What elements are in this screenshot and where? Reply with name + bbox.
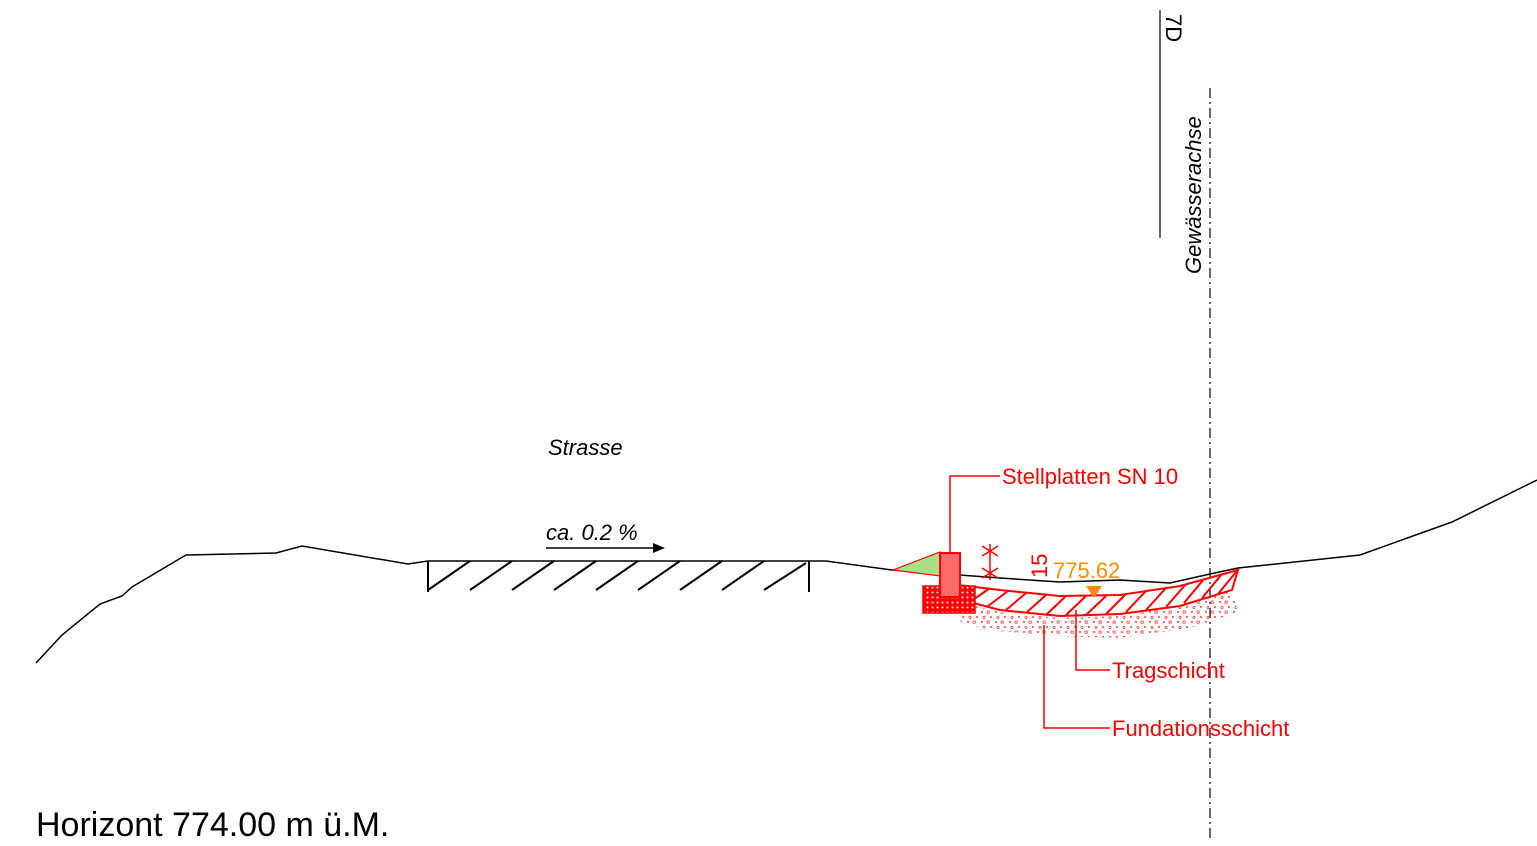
- curb-foundation: [922, 585, 976, 614]
- elevation-label: 775.62: [1053, 558, 1120, 583]
- base-layer-leader: [1075, 610, 1110, 671]
- elevation-triangle: [1086, 586, 1102, 598]
- horizon-label: Horizont 774.00 m ü.M.: [36, 806, 389, 841]
- road-label: Strasse: [548, 435, 623, 460]
- curb-stone: [939, 552, 961, 598]
- green-wedge: [892, 551, 941, 577]
- curb-label: Stellplatten SN 10: [1002, 464, 1178, 489]
- curb-leader: [949, 475, 1000, 553]
- base-layer-label: Tragschicht: [1112, 658, 1225, 683]
- dimension-label: 15: [1027, 554, 1052, 578]
- slope-arrow: [546, 543, 665, 553]
- terrain-line: [35, 479, 1537, 664]
- profile-id-label: 7D: [1161, 14, 1186, 42]
- foundation-layer: [960, 590, 1238, 638]
- foundation-layer-label: Fundationsschicht: [1112, 716, 1289, 741]
- slope-label: ca. 0.2 %: [546, 520, 638, 545]
- road-hatch: [427, 560, 810, 592]
- dimension-marker: [981, 544, 999, 580]
- foundation-layer-leader: [1043, 625, 1110, 729]
- base-layer: [956, 568, 1240, 618]
- water-axis-label: Gewässerachse: [1181, 116, 1206, 274]
